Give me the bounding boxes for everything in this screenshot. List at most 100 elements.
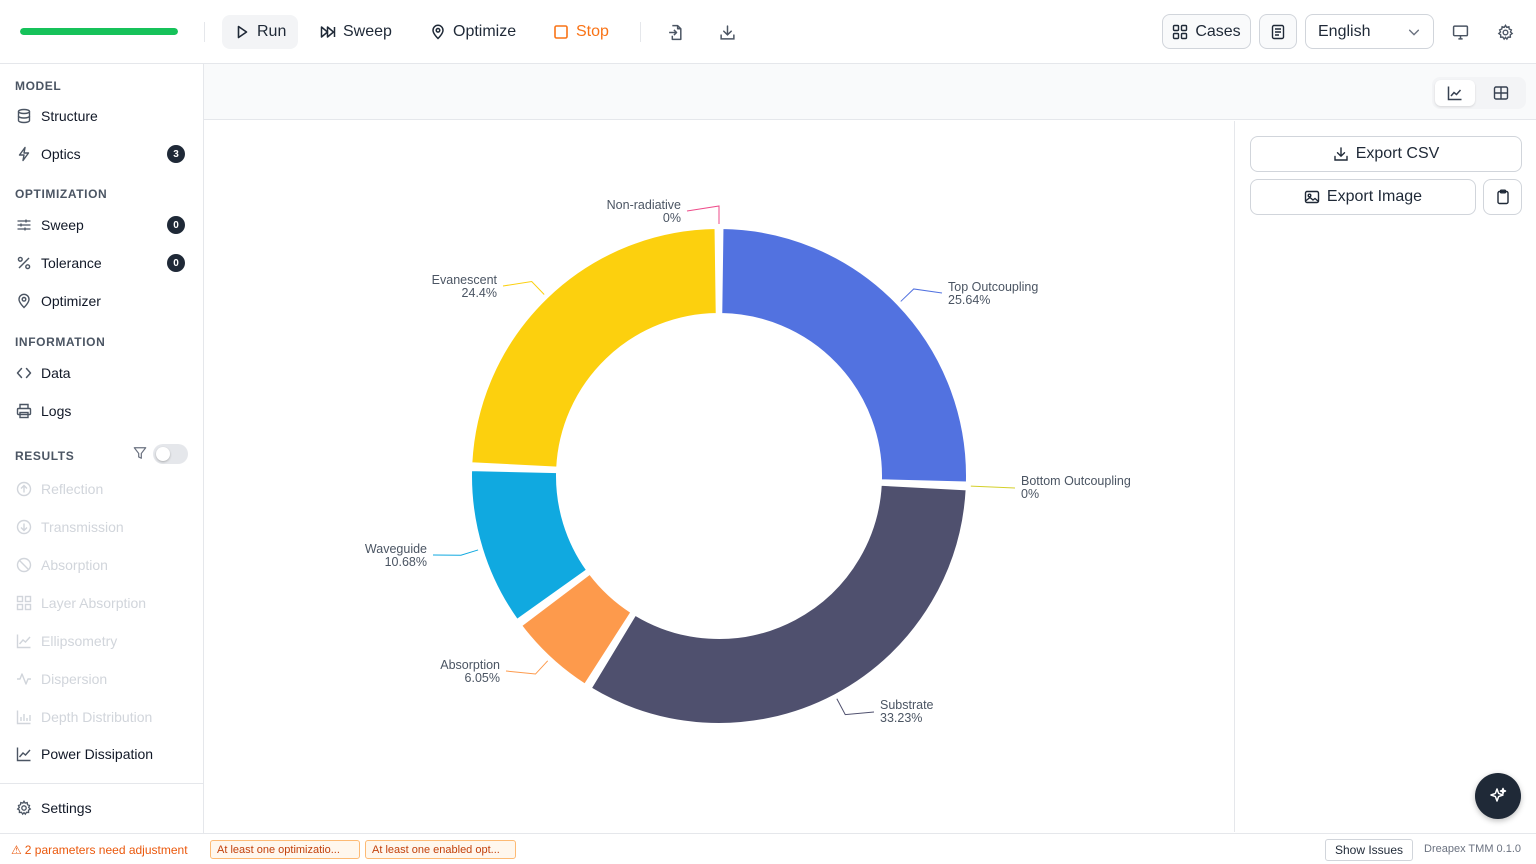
sidebar-item-label: Absorption bbox=[41, 557, 108, 573]
slice-label-substrate: Substrate bbox=[880, 698, 934, 712]
document-icon bbox=[1271, 24, 1285, 39]
chart-view-button[interactable] bbox=[1435, 80, 1475, 106]
issue-chip[interactable]: At least one optimizatio... bbox=[210, 840, 360, 859]
optimize-button-label: Optimize bbox=[453, 23, 517, 40]
sweep-button[interactable]: Sweep bbox=[308, 15, 404, 49]
slice-label-absorption: Absorption bbox=[440, 658, 500, 672]
sidebar-item-settings[interactable]: Settings bbox=[0, 791, 203, 825]
run-button-label: Run bbox=[257, 23, 287, 40]
import-button[interactable] bbox=[659, 16, 691, 48]
sidebar-item-structure[interactable]: Structure bbox=[0, 99, 203, 133]
slice-value-bottom-outcoupling: 0% bbox=[1021, 487, 1039, 501]
ai-assistant-button[interactable] bbox=[1475, 773, 1521, 819]
gear-icon bbox=[16, 800, 32, 816]
sidebar-divider bbox=[0, 783, 203, 784]
run-button[interactable]: Run bbox=[222, 15, 299, 49]
leader-line-waveguide bbox=[432, 549, 479, 556]
leader-line-absorption bbox=[505, 660, 549, 675]
sidebar-item-depth-distribution[interactable]: Depth Distribution bbox=[0, 700, 203, 734]
gear-icon bbox=[1497, 23, 1513, 40]
settings-button[interactable] bbox=[1489, 16, 1521, 48]
toggle-knob bbox=[156, 447, 170, 461]
stop-button[interactable]: Stop bbox=[541, 15, 621, 49]
map-pin-icon bbox=[432, 24, 444, 40]
filter-icon[interactable] bbox=[133, 446, 147, 460]
sidebar-item-label: Layer Absorption bbox=[41, 595, 147, 611]
slice-value-non-radiative: 0% bbox=[663, 211, 681, 225]
leader-line-bottom-outcoupling bbox=[970, 485, 1016, 489]
copy-clipboard-button[interactable] bbox=[1483, 179, 1522, 215]
fast-forward-icon bbox=[320, 26, 336, 38]
export-image-button[interactable]: Export Image bbox=[1250, 179, 1476, 215]
slice-evanescent[interactable] bbox=[470, 227, 718, 469]
slice-substrate[interactable] bbox=[589, 483, 968, 725]
slice-waveguide[interactable] bbox=[470, 469, 589, 621]
run-progress-fill bbox=[20, 28, 178, 35]
sidebar-item-tolerance[interactable]: Tolerance bbox=[0, 246, 203, 280]
cases-button[interactable]: Cases bbox=[1162, 14, 1251, 49]
sidebar-item-logs[interactable]: Logs bbox=[0, 394, 203, 428]
slice-top-outcoupling[interactable] bbox=[720, 227, 968, 484]
section-label-results: RESULTS bbox=[15, 449, 75, 463]
play-icon bbox=[237, 25, 248, 39]
show-issues-button[interactable]: Show Issues bbox=[1325, 839, 1413, 861]
toolbar-divider bbox=[640, 22, 641, 42]
sidebar-item-label: Reflection bbox=[41, 481, 104, 497]
clipboard-icon bbox=[1496, 189, 1509, 205]
sidebar-item-layer-absorption[interactable]: Layer Absorption bbox=[0, 586, 203, 620]
sidebar-item-label: Sweep bbox=[41, 217, 84, 233]
sidebar-item-power-dissipation[interactable]: Power Dissipation bbox=[0, 737, 203, 771]
sidebar-item-optics[interactable]: Optics bbox=[0, 137, 203, 171]
optimize-button[interactable]: Optimize bbox=[418, 15, 528, 49]
leader-line-top-outcoupling bbox=[900, 288, 943, 302]
arrow-up-circle-icon bbox=[16, 481, 32, 497]
export-image-label: Export Image bbox=[1326, 188, 1423, 205]
monitor-icon bbox=[1452, 24, 1468, 40]
top-toolbar: Run Sweep Optimize Stop Cases Engli bbox=[0, 0, 1536, 64]
warning-triangle-icon: ⚠ bbox=[11, 843, 22, 857]
ban-icon bbox=[16, 557, 32, 573]
sidebar-item-absorption[interactable]: Absorption bbox=[0, 548, 203, 582]
export-csv-button[interactable]: Export CSV bbox=[1250, 136, 1522, 172]
sparkles-icon bbox=[1490, 787, 1507, 802]
line-chart-icon bbox=[16, 634, 31, 649]
sidebar-item-reflection[interactable]: Reflection bbox=[0, 472, 203, 506]
slice-label-non-radiative: Non-radiative bbox=[607, 198, 681, 212]
parameter-warning-label: 2 parameters need adjustment bbox=[24, 843, 188, 857]
sidebar-item-label: Tolerance bbox=[41, 255, 102, 271]
percent-icon bbox=[17, 256, 31, 270]
parameter-warning[interactable]: ⚠ 2 parameters need adjustment bbox=[11, 843, 188, 857]
slice-label-waveguide: Waveguide bbox=[365, 542, 427, 556]
slice-label-top-outcoupling: Top Outcoupling bbox=[948, 280, 1038, 294]
optics-count-badge: 3 bbox=[167, 145, 185, 163]
sidebar-item-transmission[interactable]: Transmission bbox=[0, 510, 203, 544]
slice-absorption[interactable] bbox=[520, 572, 633, 686]
file-import-icon bbox=[668, 24, 682, 40]
issue-chip[interactable]: At least one enabled opt... bbox=[365, 840, 516, 859]
leader-line-substrate bbox=[836, 698, 875, 716]
sidebar-item-label: Optics bbox=[41, 146, 81, 162]
sidebar: MODEL Structure Optics 3 OPTIMIZATION Sw… bbox=[0, 64, 204, 833]
sidebar-item-optimizer[interactable]: Optimizer bbox=[0, 284, 203, 318]
grid-icon bbox=[1173, 24, 1188, 39]
results-filter-toggle[interactable] bbox=[153, 444, 188, 464]
notes-button[interactable] bbox=[1259, 14, 1297, 49]
sidebar-item-label: Depth Distribution bbox=[41, 709, 153, 725]
section-label-model: MODEL bbox=[15, 79, 62, 93]
sidebar-item-label: Ellipsometry bbox=[41, 633, 118, 649]
sidebar-item-label: Data bbox=[41, 365, 71, 381]
table-view-button[interactable] bbox=[1481, 80, 1521, 106]
sidebar-item-label: Dispersion bbox=[41, 671, 108, 687]
sidebar-item-ellipsometry[interactable]: Ellipsometry bbox=[0, 624, 203, 658]
language-select[interactable]: English bbox=[1305, 14, 1434, 49]
sidebar-item-dispersion[interactable]: Dispersion bbox=[0, 662, 203, 696]
code-icon bbox=[16, 367, 32, 379]
sidebar-item-sweep[interactable]: Sweep bbox=[0, 208, 203, 242]
display-button[interactable] bbox=[1444, 16, 1476, 48]
download-button[interactable] bbox=[711, 16, 743, 48]
status-bar: ⚠ 2 parameters need adjustment At least … bbox=[0, 833, 1536, 864]
sidebar-item-data[interactable]: Data bbox=[0, 356, 203, 390]
export-csv-label: Export CSV bbox=[1355, 145, 1440, 162]
